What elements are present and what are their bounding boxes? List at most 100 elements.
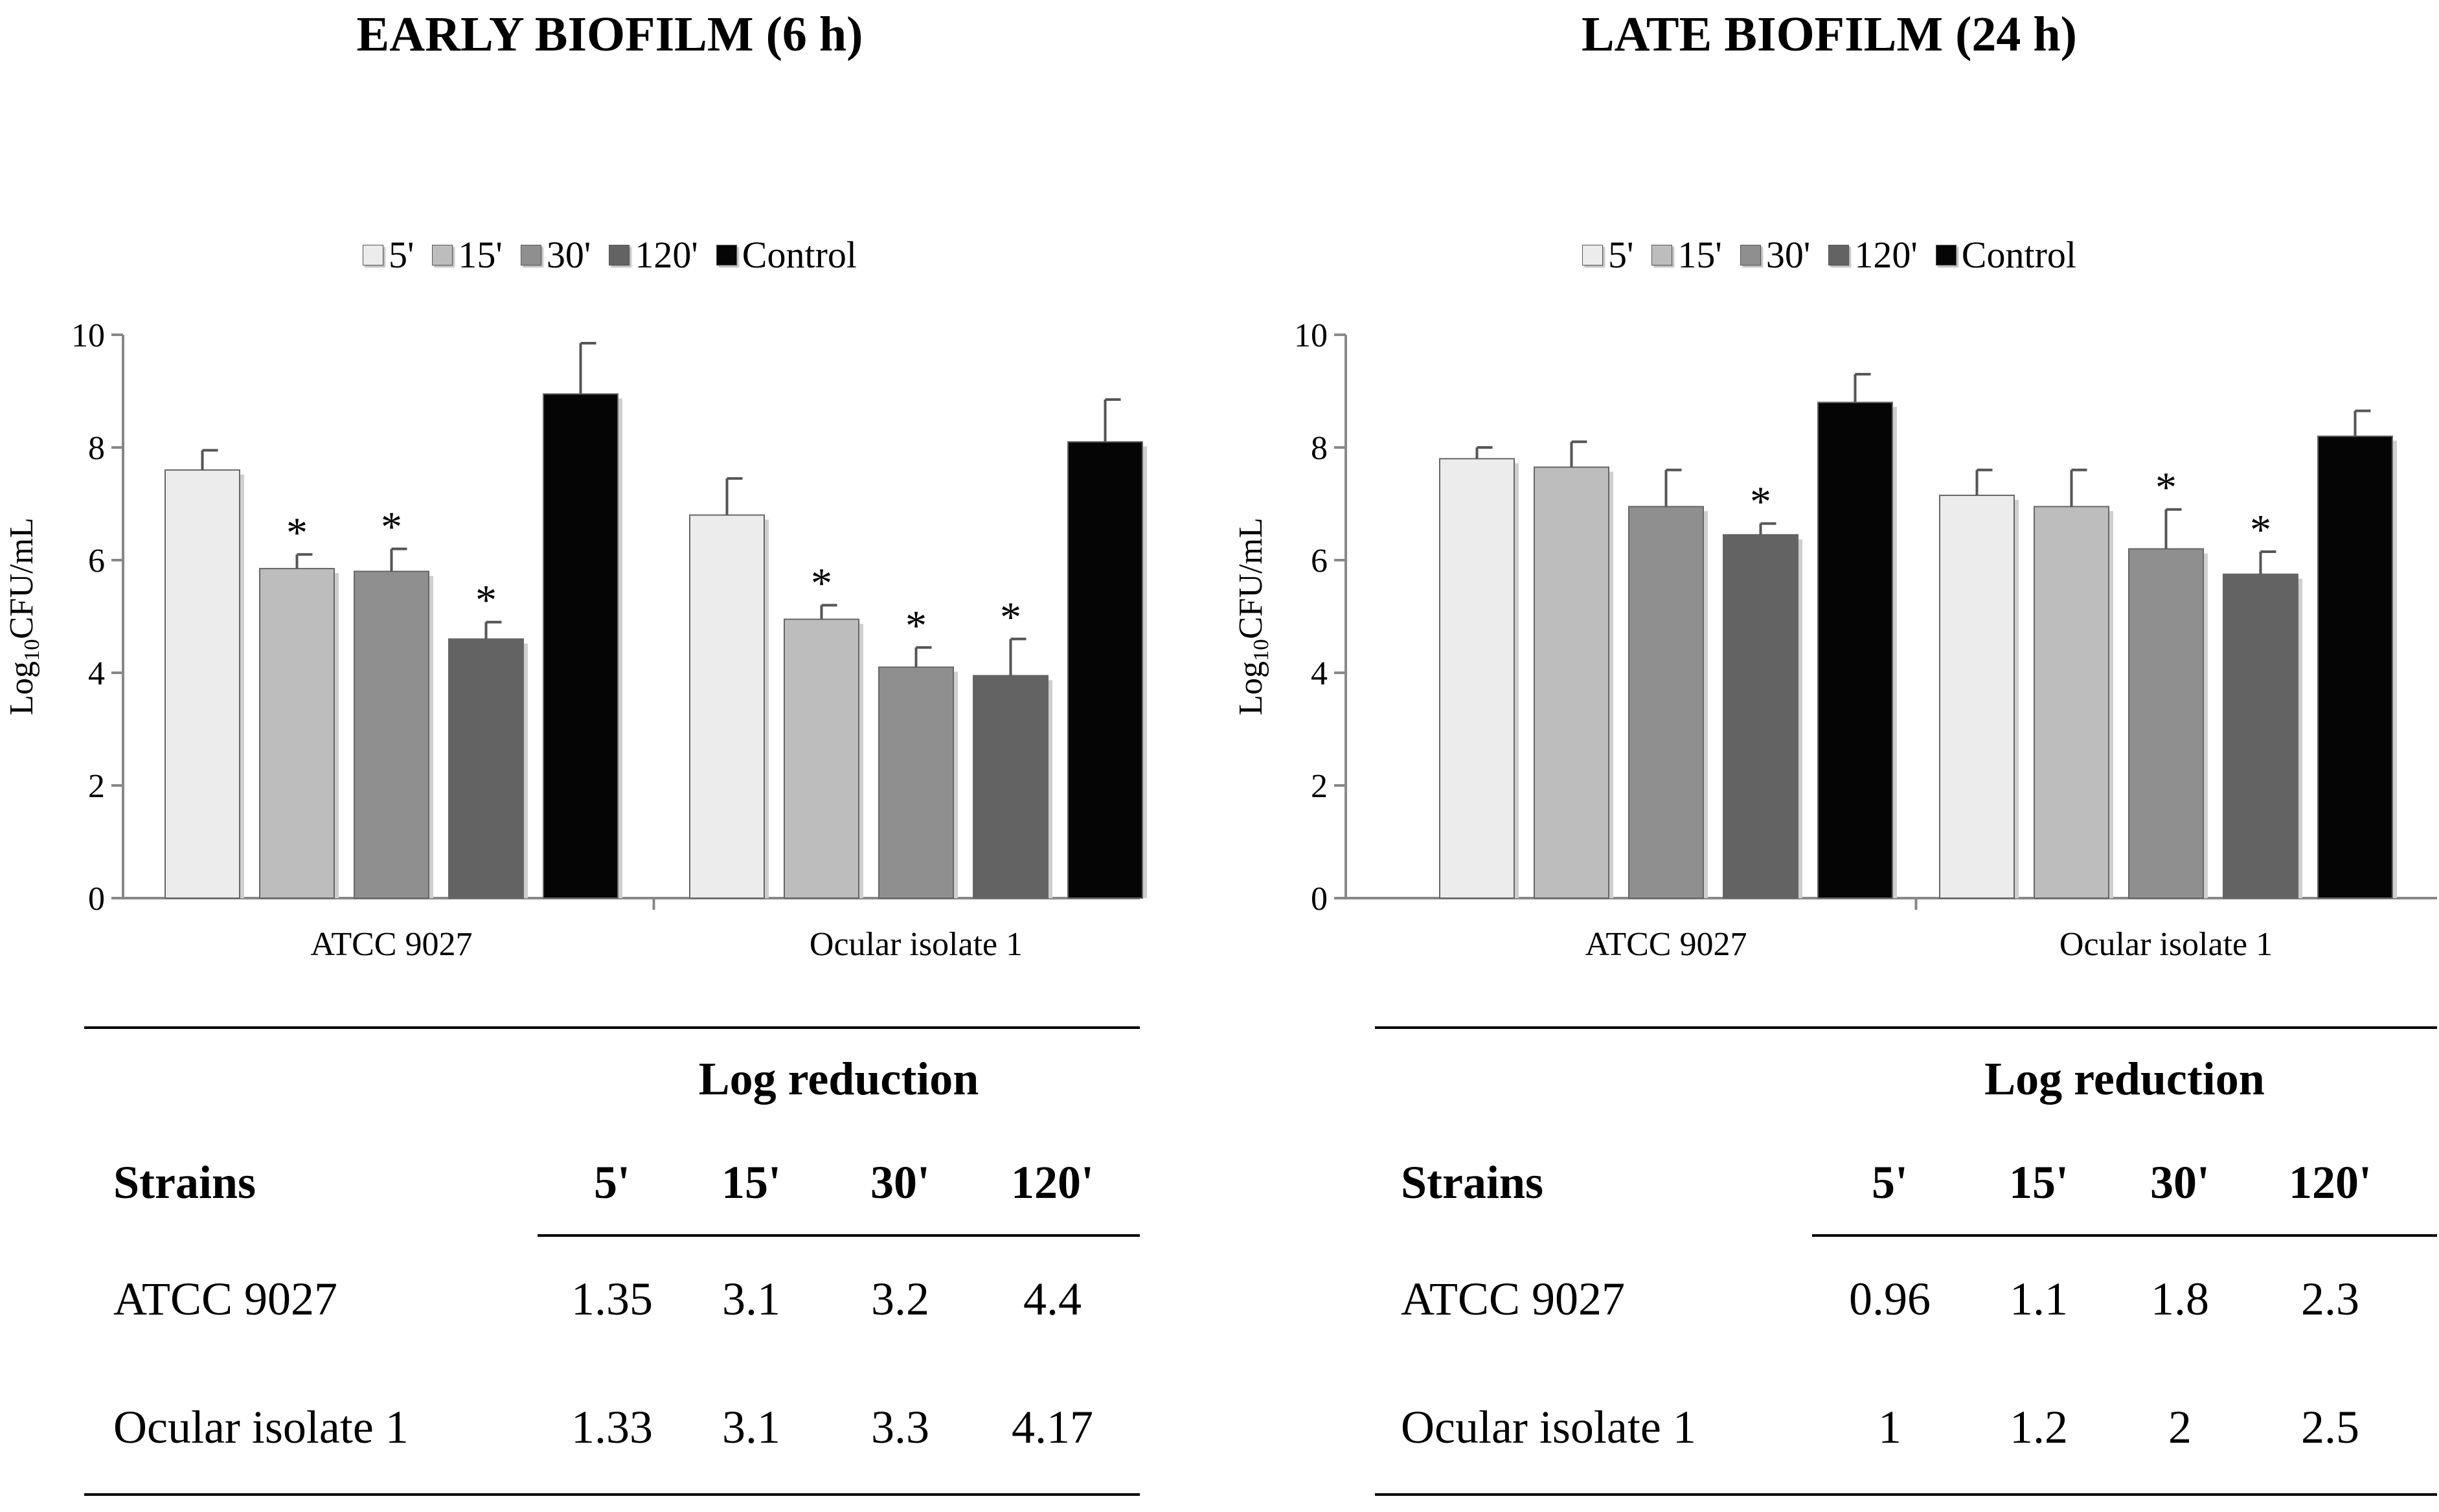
strains-header: Strains [113, 1157, 256, 1208]
legend: 5' 15' 30' 120' Control [0, 233, 1220, 276]
table-bottom-rule [84, 1493, 1140, 1496]
early-log-reduction-table: Log reduction Strains 5' 15' 30' 120' AT… [84, 1026, 1140, 1496]
table-top-rule [1375, 1026, 2437, 1029]
significance-star: * [286, 509, 308, 556]
significance-star: * [1750, 478, 1771, 525]
table-cell: 1.2 [2010, 1401, 2068, 1453]
bar [784, 618, 859, 899]
table-heading: Log reduction [698, 1053, 979, 1105]
col-header: 30' [870, 1157, 930, 1208]
col-header: 30' [2150, 1157, 2210, 1208]
legend-item: 5' [1582, 233, 1633, 276]
legend-label: 120' [1854, 234, 1918, 276]
legend-item: 30' [1740, 233, 1810, 276]
row-strain: ATCC 9027 [113, 1273, 338, 1325]
row-strain: ATCC 9027 [1401, 1273, 1626, 1325]
legend-swatch-30 [520, 244, 541, 265]
x-category-label: Ocular isolate 1 [810, 926, 1023, 963]
legend-label: 5' [1607, 234, 1634, 276]
legend-item: 15' [432, 233, 503, 276]
table-cell: 2.5 [2301, 1401, 2359, 1453]
legend-swatch-5 [1582, 244, 1603, 265]
y-tick-label: 4 [88, 655, 105, 692]
bar [973, 675, 1049, 899]
bar [354, 570, 429, 899]
y-tick-label: 8 [1311, 430, 1328, 467]
y-axis-label-part: Log [1232, 661, 1269, 716]
significance-star: * [905, 602, 927, 649]
table-cell: 1 [1878, 1401, 1901, 1453]
table-cell: 2.3 [2301, 1273, 2359, 1325]
bar [448, 638, 524, 899]
early-biofilm-panel: EARLY BIOFILM (6 h) 5' 15' 30' 120' Cont… [0, 7, 1220, 1496]
legend-swatch-control [1935, 244, 1957, 265]
legend-swatch-5 [362, 244, 383, 265]
table-cell: 1.1 [2010, 1273, 2068, 1325]
legend-swatch-120 [1828, 244, 1850, 265]
y-axis-label: Log10CFU/mL [3, 517, 44, 716]
legend-label: 15' [1677, 234, 1722, 276]
legend-label: Control [1961, 234, 2077, 276]
bar [1817, 401, 1893, 899]
legend-label: 15' [458, 234, 503, 276]
bar [689, 514, 765, 899]
x-category-label: ATCC 9027 [311, 926, 473, 963]
late-log-reduction-table: Log reduction Strains 5' 15' 30' 120' AT… [1220, 0, 2439, 1512]
legend-label: 120' [635, 234, 698, 276]
legend-label: 5' [388, 234, 414, 276]
y-tick-label: 0 [1311, 881, 1328, 918]
table-cell: 4.4 [1023, 1273, 1082, 1325]
y-axis-label-part: CFU/mL [1232, 517, 1269, 639]
table-heading: Log reduction [1984, 1053, 2265, 1105]
table-bottom-rule [1375, 1493, 2437, 1496]
table-cell: 3.3 [871, 1401, 929, 1453]
y-tick-label: 6 [88, 543, 105, 580]
legend-label: 30' [1765, 234, 1811, 276]
y-axis-label: Log10CFU/mL [1232, 517, 1273, 716]
legend-swatch-120 [609, 244, 630, 265]
x-category-label: Ocular isolate 1 [2059, 926, 2273, 963]
y-tick-label: 2 [88, 768, 105, 805]
y-tick-label: 10 [71, 317, 105, 354]
y-tick-label: 6 [1311, 543, 1328, 580]
legend-swatch-15 [1651, 244, 1673, 265]
bar [1939, 494, 2015, 899]
table-cell: 1.35 [571, 1273, 653, 1325]
table-cell: 4.17 [1012, 1401, 1093, 1453]
y-axis-label-part: Log [3, 661, 40, 716]
table-header-rule [538, 1234, 1140, 1237]
y-tick-label: 2 [1311, 768, 1328, 805]
row-strain: Ocular isolate 1 [1401, 1401, 1696, 1453]
legend-label: 30' [546, 234, 591, 276]
table-cell: 1.33 [571, 1401, 653, 1453]
significance-star: * [811, 560, 832, 607]
legend-item: 30' [520, 233, 591, 276]
bar [1628, 506, 1704, 899]
chart-title: EARLY BIOFILM (6 h) [356, 7, 863, 62]
y-axis-label-subscript: 10 [1249, 639, 1273, 661]
bar [1534, 466, 1609, 899]
legend-label: Control [742, 234, 857, 276]
strains-header: Strains [1401, 1157, 1544, 1208]
col-header: 120' [1010, 1157, 1094, 1208]
y-axis-label-part: CFU/mL [3, 517, 40, 639]
y-axis-label-subscript: 10 [20, 639, 44, 661]
bar [2128, 548, 2204, 899]
legend-swatch-30 [1740, 244, 1761, 265]
legend-item: 120' [1828, 233, 1918, 276]
table-cell: 3.1 [722, 1273, 780, 1325]
table-cell: 1.8 [2151, 1273, 2209, 1325]
bar [878, 666, 954, 899]
significance-star: * [475, 577, 497, 624]
late-biofilm-panel: LATE BIOFILM (24 h) 5' 15' 30' 120' Cont… [1220, 0, 2439, 1512]
legend: 5' 15' 30' 120' Control [1220, 233, 2439, 276]
table-cell: 2 [2168, 1401, 2192, 1453]
table-top-rule [84, 1026, 1140, 1029]
bar [2317, 435, 2393, 899]
col-header: 5' [1871, 1157, 1908, 1208]
table-cell: 3.2 [871, 1273, 929, 1325]
col-header: 15' [2008, 1157, 2069, 1208]
row-strain: Ocular isolate 1 [113, 1401, 409, 1453]
